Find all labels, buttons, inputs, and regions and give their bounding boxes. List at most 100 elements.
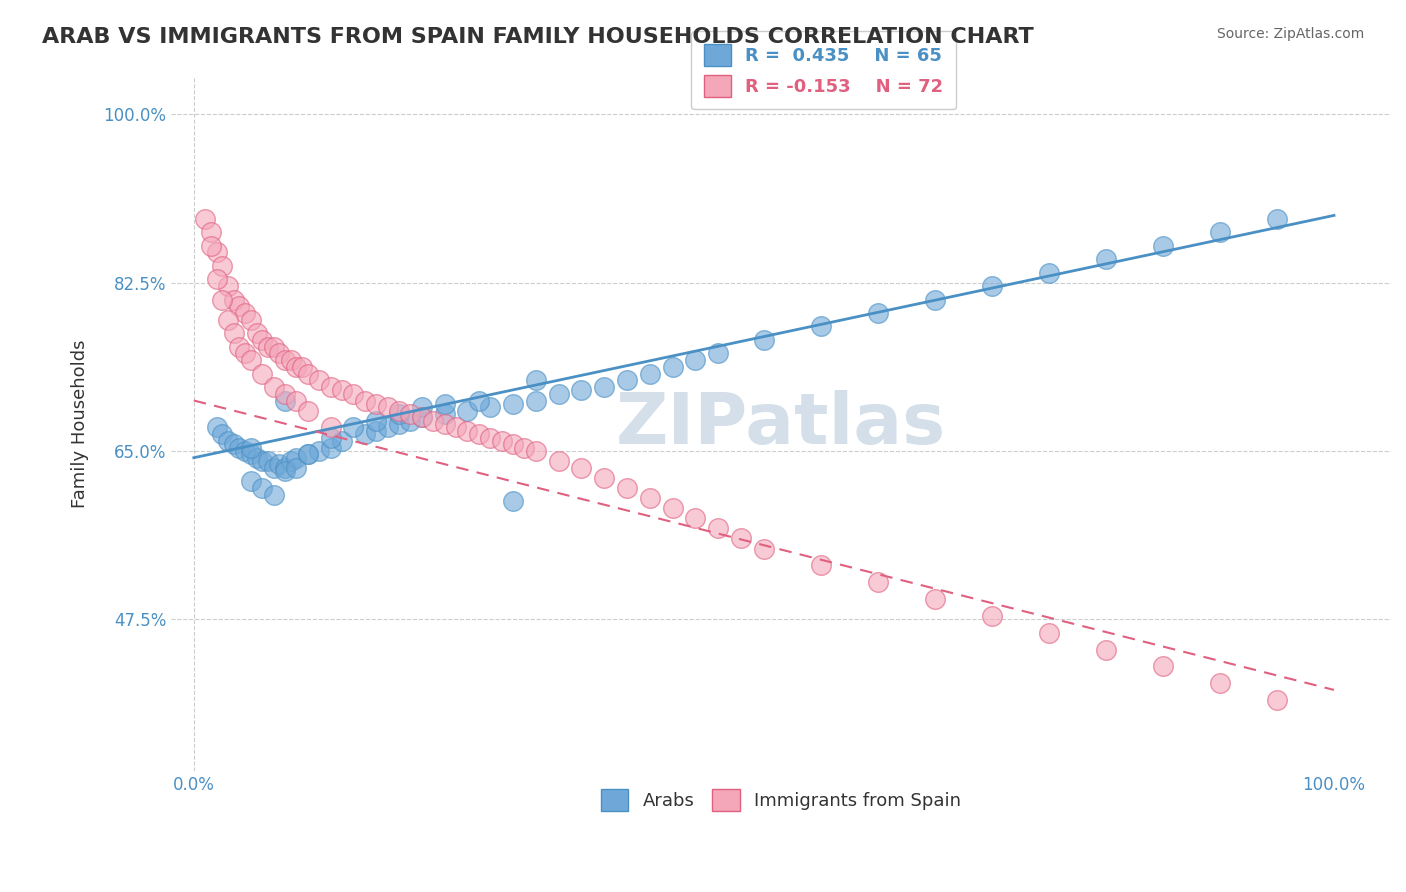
Point <box>280 353 302 368</box>
Point <box>752 333 775 347</box>
Point <box>330 434 353 448</box>
Point <box>200 238 222 252</box>
Point <box>707 521 730 535</box>
Point <box>233 444 256 458</box>
Point <box>980 608 1002 623</box>
Point <box>502 494 524 508</box>
Point <box>285 450 308 465</box>
Point <box>547 386 569 401</box>
Point <box>250 454 273 468</box>
Point <box>1209 676 1232 690</box>
Point <box>707 346 730 360</box>
Point <box>422 414 444 428</box>
Point <box>297 447 319 461</box>
Point <box>217 312 239 326</box>
Point <box>217 434 239 448</box>
Point <box>353 427 375 442</box>
Point <box>685 511 707 525</box>
Point <box>217 279 239 293</box>
Point <box>250 367 273 381</box>
Point <box>616 481 638 495</box>
Point <box>297 367 319 381</box>
Point <box>1095 642 1118 657</box>
Point <box>388 403 411 417</box>
Point <box>571 460 593 475</box>
Point <box>1265 693 1288 707</box>
Point <box>571 384 593 398</box>
Point <box>285 359 308 374</box>
Point <box>411 410 433 425</box>
Point <box>205 420 228 434</box>
Y-axis label: Family Households: Family Households <box>72 340 89 508</box>
Point <box>342 386 364 401</box>
Point <box>211 293 233 307</box>
Point <box>456 403 478 417</box>
Point <box>274 386 297 401</box>
Point <box>233 346 256 360</box>
Point <box>228 299 250 313</box>
Point <box>616 373 638 387</box>
Point <box>661 501 683 516</box>
Point <box>810 319 832 334</box>
Point <box>1038 266 1060 280</box>
Point <box>502 397 524 411</box>
Point <box>1209 225 1232 239</box>
Point <box>524 393 547 408</box>
Text: ARAB VS IMMIGRANTS FROM SPAIN FAMILY HOUSEHOLDS CORRELATION CHART: ARAB VS IMMIGRANTS FROM SPAIN FAMILY HOU… <box>42 27 1033 46</box>
Point <box>205 272 228 286</box>
Point <box>444 420 467 434</box>
Point <box>257 454 280 468</box>
Point <box>250 333 273 347</box>
Point <box>297 403 319 417</box>
Point <box>433 417 456 431</box>
Point <box>479 401 502 415</box>
Point <box>366 414 388 428</box>
Point <box>388 417 411 431</box>
Point <box>1152 659 1174 673</box>
Point <box>685 353 707 368</box>
Point <box>524 373 547 387</box>
Point <box>319 431 342 445</box>
Point <box>228 441 250 455</box>
Point <box>285 460 308 475</box>
Point <box>200 225 222 239</box>
Point <box>502 437 524 451</box>
Point <box>319 441 342 455</box>
Point <box>239 441 262 455</box>
Point <box>866 306 889 320</box>
Point <box>205 245 228 260</box>
Point <box>411 410 433 425</box>
Point <box>291 359 314 374</box>
Point <box>456 424 478 438</box>
Point <box>513 441 536 455</box>
Point <box>468 393 491 408</box>
Point <box>274 393 297 408</box>
Point <box>1095 252 1118 267</box>
Point <box>377 401 399 415</box>
Point <box>194 211 217 226</box>
Point <box>593 380 616 394</box>
Point <box>547 454 569 468</box>
Point <box>924 293 946 307</box>
Point <box>245 450 267 465</box>
Point <box>491 434 513 448</box>
Point <box>433 407 456 421</box>
Point <box>1152 238 1174 252</box>
Point <box>211 427 233 442</box>
Point <box>1265 211 1288 226</box>
Text: ZIPatlas: ZIPatlas <box>616 390 946 458</box>
Point <box>366 424 388 438</box>
Point <box>274 353 297 368</box>
Point <box>263 380 285 394</box>
Point <box>479 431 502 445</box>
Point <box>280 454 302 468</box>
Point <box>239 475 262 489</box>
Point <box>211 259 233 273</box>
Point <box>638 491 661 505</box>
Point <box>269 458 291 472</box>
Point <box>263 488 285 502</box>
Point <box>269 346 291 360</box>
Point <box>730 532 752 546</box>
Point <box>388 407 411 421</box>
Point <box>924 592 946 607</box>
